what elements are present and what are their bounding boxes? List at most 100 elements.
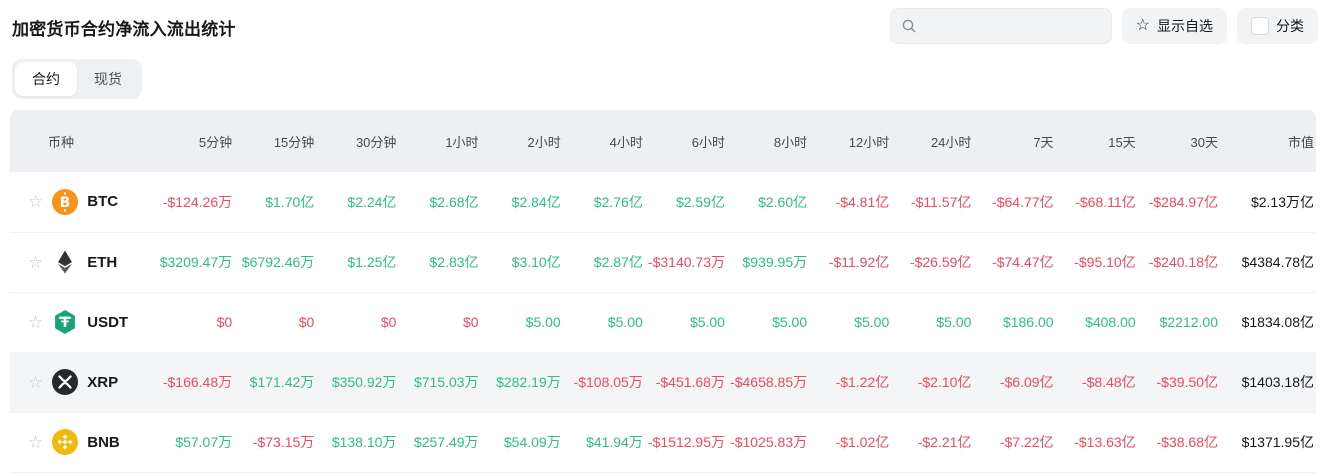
column-header: 币种 [10, 110, 152, 172]
flow-value: $5.00 [480, 292, 563, 353]
flow-value: -$26.59亿 [891, 232, 974, 293]
flow-value: $350.92万 [316, 352, 399, 413]
flows-table: 币种 5分钟 15分钟 30分钟 1小时 2小时 4小时 6小时 8小时 12小时 24小时 7天 15… [10, 110, 1316, 473]
svg-text:B: B [60, 195, 71, 211]
flow-value: $171.42万 [234, 352, 317, 413]
favorite-star-icon[interactable]: ☆ [28, 372, 44, 392]
column-header: 24小时 [891, 110, 974, 172]
column-header: 5分钟 [152, 110, 235, 172]
xrp-icon [52, 369, 79, 395]
flow-value: -$3140.73万 [644, 232, 727, 293]
view-tabs: 合约 现货 [12, 59, 142, 99]
flow-value: $5.00 [562, 292, 645, 353]
flow-value: $3209.47万 [152, 232, 235, 293]
tab-contract[interactable]: 合约 [15, 62, 77, 96]
flow-value: $1.70亿 [234, 172, 317, 233]
coin-cell: ☆ BNB [10, 412, 152, 473]
flow-value: $0 [152, 292, 235, 353]
flow-value: $5.00 [891, 292, 974, 353]
flow-value: -$4658.85万 [726, 352, 810, 413]
flow-value: $2.83亿 [398, 232, 481, 293]
bitcoin-icon: B [52, 188, 79, 215]
category-label: 分类 [1276, 18, 1304, 34]
category-button[interactable]: 分类 [1237, 8, 1318, 44]
favorite-star-icon[interactable]: ☆ [28, 192, 44, 212]
flow-value: $186.00 [973, 292, 1056, 353]
flow-value: $0 [316, 292, 399, 353]
flow-value: $2212.00 [1137, 292, 1220, 353]
flow-value: $54.09万 [480, 412, 563, 473]
flow-value: -$1025.83万 [726, 412, 810, 473]
flow-value: $138.10万 [316, 412, 399, 473]
table-body: ☆ B BTC -$124.26万 $1.70亿 $2.24亿 $2.68亿 $2.84亿 $2… [10, 172, 1316, 473]
flow-value: $2.59亿 [644, 172, 727, 233]
flow-value: -$39.50亿 [1137, 352, 1220, 413]
flow-value: -$451.68万 [644, 352, 727, 413]
flow-value: $939.95万 [726, 232, 810, 293]
column-header: 15分钟 [234, 110, 317, 172]
flow-value: -$4.81亿 [809, 172, 892, 233]
page-title: 加密货币合约净流入流出统计 [12, 20, 236, 39]
flow-value: $57.07万 [152, 412, 235, 473]
coin-symbol: USDT [87, 313, 129, 331]
search-icon [901, 18, 917, 34]
favorite-star-icon[interactable]: ☆ [28, 252, 44, 272]
column-header: 8小时 [726, 110, 810, 172]
flow-value: $282.19万 [480, 352, 563, 413]
flow-value: $5.00 [726, 292, 810, 353]
flow-value: -$2.21亿 [891, 412, 974, 473]
flow-value: $0 [398, 292, 481, 353]
flow-value: -$64.77亿 [973, 172, 1056, 233]
coin-cell: ☆ B BTC [10, 172, 152, 233]
flow-value: $2.68亿 [398, 172, 481, 233]
header-row: 币种 5分钟 15分钟 30分钟 1小时 2小时 4小时 6小时 8小时 12小时 24小时 7天 15… [10, 110, 1316, 172]
flow-value: -$240.18亿 [1137, 232, 1220, 293]
table-row: ☆ BNB $57.07万 -$73.15万 $138.10万 $257.49万 $54.0… [10, 412, 1316, 473]
column-header: 7天 [973, 110, 1056, 172]
market-cap-value: $2.13万亿 [1220, 172, 1316, 233]
search-box[interactable] [889, 8, 1112, 44]
star-icon: ☆ [1135, 17, 1150, 34]
flow-value: -$38.68亿 [1137, 412, 1220, 473]
column-header: 15天 [1055, 110, 1138, 172]
flow-value: -$2.10亿 [891, 352, 974, 413]
flow-value: -$108.05万 [562, 352, 645, 413]
flow-value: -$1.22亿 [809, 352, 892, 413]
flow-value: $5.00 [644, 292, 727, 353]
flow-value: -$1.02亿 [809, 412, 892, 473]
flow-value: $3.10亿 [480, 232, 563, 293]
flow-value: -$68.11亿 [1055, 172, 1138, 233]
column-header: 30分钟 [316, 110, 399, 172]
ethereum-icon [52, 249, 78, 275]
table-wrap: 币种 5分钟 15分钟 30分钟 1小时 2小时 4小时 6小时 8小时 12小时 24小时 7天 15… [10, 110, 1316, 473]
category-checkbox-icon[interactable] [1251, 17, 1269, 35]
flow-value: -$73.15万 [234, 412, 317, 473]
column-header: 12小时 [809, 110, 892, 172]
show-favorites-button[interactable]: ☆ 显示自选 [1121, 8, 1227, 44]
flow-value: -$11.92亿 [809, 232, 892, 293]
flow-value: $5.00 [809, 292, 892, 353]
flow-value: $2.84亿 [480, 172, 563, 233]
table-row: ☆ ETH $3209.47万 $6792.46万 $1.25亿 $2.83亿 $3.10亿… [10, 232, 1316, 293]
market-cap-value: $1371.95亿 [1220, 412, 1316, 473]
column-header: 6小时 [644, 110, 727, 172]
market-cap-value: $1403.18亿 [1220, 352, 1316, 413]
flow-value: $41.94万 [562, 412, 645, 473]
market-cap-value: $4384.78亿 [1220, 232, 1316, 293]
top-bar: 加密货币合约净流入流出统计 ☆ 显示自选 分类 [0, 0, 1326, 44]
flow-value: $257.49万 [398, 412, 481, 473]
coin-symbol: ETH [87, 253, 118, 271]
favorite-star-icon[interactable]: ☆ [28, 312, 44, 332]
coin-symbol: BTC [87, 193, 119, 211]
table-row: ☆ B BTC -$124.26万 $1.70亿 $2.24亿 $2.68亿 $2.84亿 $2… [10, 172, 1316, 233]
search-input[interactable] [922, 18, 1101, 34]
flow-value: -$124.26万 [152, 172, 235, 233]
tab-spot[interactable]: 现货 [77, 62, 139, 96]
flow-value: $2.60亿 [726, 172, 810, 233]
favorite-star-icon[interactable]: ☆ [28, 432, 44, 452]
show-favorites-label: 显示自选 [1157, 18, 1213, 34]
table-row: ☆ USDT $0 $0 $0 $0 $5.00 $5.00 $5.00 $5.00 $5.00 $5… [10, 292, 1316, 353]
table-row: ☆ XRP -$166.48万 $171.42万 $350.92万 $715.03万 $28… [10, 352, 1316, 413]
flow-value: -$11.57亿 [891, 172, 974, 233]
